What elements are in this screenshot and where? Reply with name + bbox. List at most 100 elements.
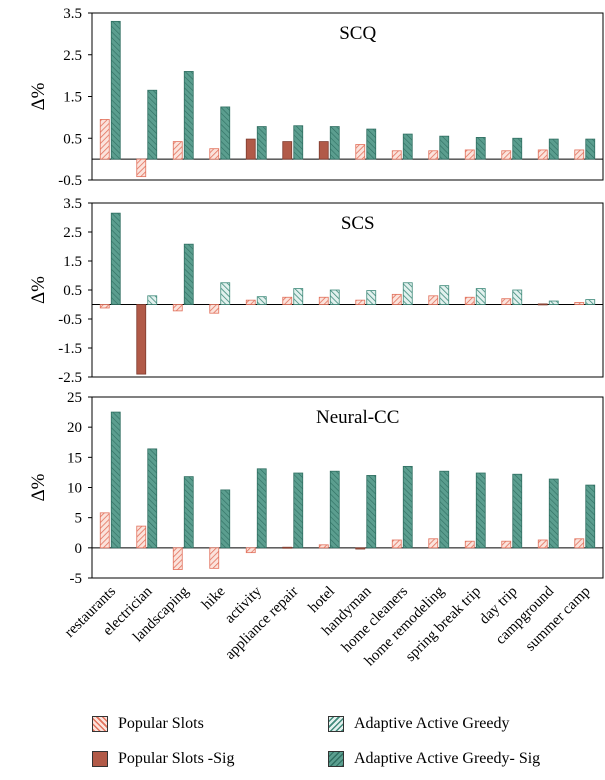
bar-popular-slots-day-trip bbox=[501, 150, 512, 160]
bar-adaptive-active-greedy-hotel bbox=[329, 470, 340, 549]
bar-popular-slots-summer-camp bbox=[574, 149, 585, 160]
y-tick-label: -2.5 bbox=[58, 370, 82, 386]
bar-adaptive-active-greedy-day-trip bbox=[512, 473, 523, 549]
legend-label-popular-slots: Popular Slots bbox=[118, 715, 204, 732]
y-tick-label: -1.5 bbox=[58, 341, 82, 357]
x-label-hike: hike bbox=[199, 583, 229, 613]
bar-popular-slots-activity bbox=[245, 547, 256, 554]
bar-adaptive-active-greedy-hike bbox=[220, 106, 231, 160]
bar-adaptive-active-greedy-summer-camp bbox=[585, 484, 596, 549]
bar-adaptive-active-greedy-day-trip bbox=[512, 289, 523, 305]
bar-popular-slots-hotel bbox=[318, 296, 329, 305]
bar-popular-slots-campground bbox=[537, 303, 548, 306]
bar-popular-slots-day-trip bbox=[501, 540, 512, 549]
bar-adaptive-active-greedy-landscaping bbox=[183, 243, 194, 305]
y-tick-label: 0.5 bbox=[63, 131, 82, 147]
bar-adaptive-active-greedy-summer-camp bbox=[585, 299, 596, 305]
bar-adaptive-active-greedy-campground bbox=[548, 300, 559, 305]
bar-adaptive-active-greedy-activity bbox=[256, 296, 267, 305]
bar-popular-slots-landscaping bbox=[172, 547, 183, 570]
bar-popular-slots-appliance-repair bbox=[282, 141, 293, 160]
bar-adaptive-active-greedy-hike bbox=[220, 489, 231, 549]
bar-popular-slots-landscaping bbox=[172, 141, 183, 160]
bar-adaptive-active-greedy-home-cleaners bbox=[402, 133, 413, 160]
y-tick-label: -0.5 bbox=[58, 173, 82, 189]
bar-popular-slots-spring-break-trip bbox=[464, 296, 475, 305]
legend-swatch-popular-slots bbox=[92, 716, 108, 732]
bar-popular-slots-electrician bbox=[136, 304, 147, 375]
legend-swatch-adaptive-active-greedy bbox=[328, 716, 344, 732]
chart-panels: 3.5 2.5 1.5 0.5 -0.5 Δ% SCQ 3.5 2.5 1.5 0.5 -0.5 -1.… bbox=[28, 6, 604, 587]
y-tick-label: -0.5 bbox=[58, 312, 82, 328]
bar-adaptive-active-greedy-spring-break-trip bbox=[475, 288, 486, 305]
bar-popular-slots-hike bbox=[209, 148, 220, 160]
bar-popular-slots-home-cleaners bbox=[391, 539, 402, 549]
bar-popular-slots-hotel bbox=[318, 544, 329, 549]
legend-item-adaptive-active-greedy-sig: Adaptive Active Greedy- Sig bbox=[328, 750, 540, 768]
legend-swatch-adaptive-active-greedy-sig bbox=[328, 751, 344, 767]
bar-popular-slots-handyman bbox=[355, 144, 366, 160]
y-tick-label: 15 bbox=[67, 450, 82, 466]
bar-popular-slots-electrician bbox=[136, 158, 147, 178]
bar-adaptive-active-greedy-electrician bbox=[147, 295, 158, 305]
bar-adaptive-active-greedy-day-trip bbox=[512, 137, 523, 160]
y-axis-label: Δ% bbox=[28, 276, 49, 304]
y-tick-label: 0.5 bbox=[63, 283, 82, 299]
panel-neural-cc: 25 20 15 10 5 0 -5 Δ% Neural-CC bbox=[28, 390, 604, 587]
bar-popular-slots-handyman bbox=[355, 547, 366, 550]
bar-popular-slots-home-remodeling bbox=[428, 295, 439, 305]
bar-adaptive-active-greedy-electrician bbox=[147, 448, 158, 549]
x-label-hotel: hotel bbox=[306, 584, 339, 617]
bar-adaptive-active-greedy-campground bbox=[548, 138, 559, 160]
legend-swatch-popular-slots-sig bbox=[92, 751, 108, 767]
legend-label-popular-slots-sig: Popular Slots -Sig bbox=[118, 750, 235, 767]
panel-title: SCS bbox=[341, 213, 375, 234]
bar-adaptive-active-greedy-activity bbox=[256, 126, 267, 160]
bar-popular-slots-day-trip bbox=[501, 298, 512, 305]
y-tick-label: 0 bbox=[75, 541, 83, 557]
bar-popular-slots-spring-break-trip bbox=[464, 149, 475, 160]
bar-popular-slots-restaurants bbox=[99, 304, 110, 309]
bar-popular-slots-landscaping bbox=[172, 304, 183, 312]
bar-popular-slots-restaurants bbox=[99, 119, 110, 160]
bar-adaptive-active-greedy-home-remodeling bbox=[439, 135, 450, 160]
bar-popular-slots-hike bbox=[209, 547, 220, 569]
legend-label-adaptive-active-greedy: Adaptive Active Greedy bbox=[354, 715, 510, 732]
bar-adaptive-active-greedy-hike bbox=[220, 282, 231, 305]
bar-popular-slots-handyman bbox=[355, 299, 366, 305]
bar-adaptive-active-greedy-appliance-repair bbox=[293, 288, 304, 305]
bar-popular-slots-activity bbox=[245, 299, 256, 305]
bar-adaptive-active-greedy-hotel bbox=[329, 289, 340, 305]
y-tick-label: 25 bbox=[67, 390, 82, 406]
y-tick-label: 2.5 bbox=[63, 225, 82, 241]
legend-label-adaptive-active-greedy-sig: Adaptive Active Greedy- Sig bbox=[354, 750, 541, 767]
bar-popular-slots-summer-camp bbox=[574, 538, 585, 549]
legend-item-adaptive-active-greedy: Adaptive Active Greedy bbox=[328, 715, 510, 733]
bar-popular-slots-summer-camp bbox=[574, 302, 585, 305]
panel-title: SCQ bbox=[339, 23, 376, 44]
x-label-summer-camp: summer camp bbox=[522, 584, 593, 655]
legend: Popular Slots Adaptive Active Greedy Pop… bbox=[92, 715, 605, 779]
bar-popular-slots-hotel bbox=[318, 141, 329, 160]
y-tick-label: 2.5 bbox=[63, 48, 82, 64]
bar-adaptive-active-greedy-handyman bbox=[366, 290, 377, 305]
bar-popular-slots-campground bbox=[537, 149, 548, 160]
bar-popular-slots-home-cleaners bbox=[391, 293, 402, 305]
y-tick-label: 3.5 bbox=[63, 6, 82, 22]
legend-item-popular-slots-sig: Popular Slots -Sig bbox=[92, 750, 234, 768]
bar-popular-slots-appliance-repair bbox=[282, 546, 293, 549]
bar-adaptive-active-greedy-landscaping bbox=[183, 71, 194, 160]
y-tick-label: 1.5 bbox=[63, 90, 82, 106]
legend-item-popular-slots: Popular Slots bbox=[92, 715, 204, 733]
y-tick-label: 20 bbox=[67, 420, 82, 436]
panel-title: Neural-CC bbox=[316, 407, 399, 428]
bar-adaptive-active-greedy-home-remodeling bbox=[439, 285, 450, 305]
bar-adaptive-active-greedy-handyman bbox=[366, 475, 377, 549]
bar-adaptive-active-greedy-home-cleaners bbox=[402, 282, 413, 305]
bar-popular-slots-campground bbox=[537, 539, 548, 549]
bar-adaptive-active-greedy-activity bbox=[256, 468, 267, 549]
y-tick-label: 3.5 bbox=[63, 196, 82, 212]
bar-popular-slots-home-cleaners bbox=[391, 150, 402, 160]
